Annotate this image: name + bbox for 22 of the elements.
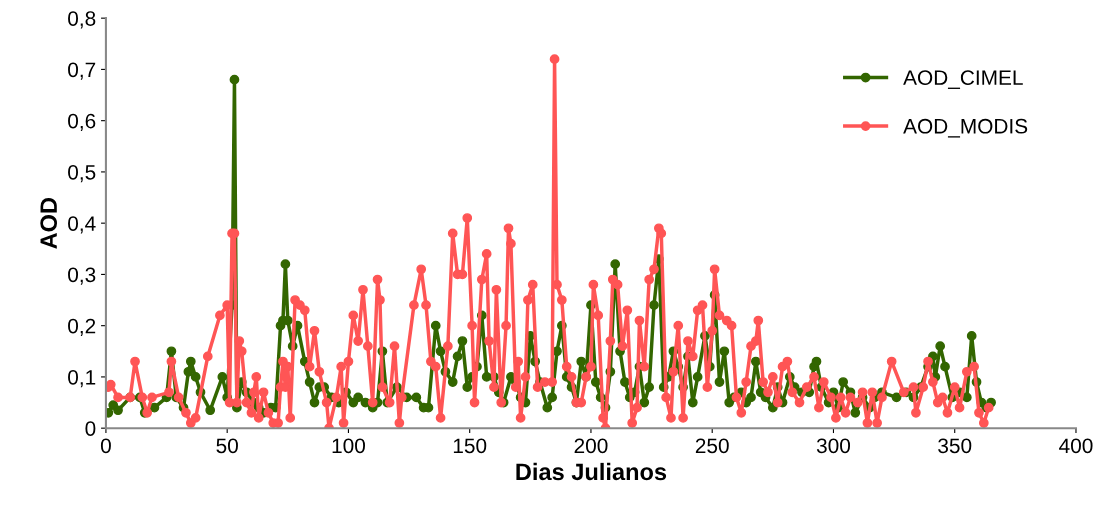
x-axis-title: Dias Julianos bbox=[516, 462, 667, 481]
y-tick-label: 0,1 bbox=[68, 369, 96, 388]
legend-label: AOD_MODIS bbox=[903, 118, 1028, 138]
x-tick-label: 100 bbox=[332, 438, 365, 454]
y-tick-label: 0,4 bbox=[68, 216, 96, 234]
y-tick-label: 0,6 bbox=[68, 113, 96, 131]
x-tick-label: 350 bbox=[938, 438, 972, 454]
y-tick-label: 0 bbox=[85, 421, 96, 436]
x-tick-label: 0 bbox=[100, 438, 111, 454]
y-tick-label: 0,3 bbox=[68, 267, 96, 285]
y-axis-title: AOD bbox=[40, 197, 58, 249]
legend-label: AOD_CIMEL bbox=[903, 70, 1023, 89]
x-tick-label: 250 bbox=[695, 438, 729, 454]
x-tick-label: 300 bbox=[816, 438, 851, 454]
y-tick-label: 0,8 bbox=[68, 11, 96, 29]
x-tick-label: 150 bbox=[453, 438, 487, 454]
x-tick-label: 200 bbox=[574, 438, 608, 454]
y-tick-label: 0,5 bbox=[68, 164, 96, 183]
x-tick-label: 400 bbox=[1059, 438, 1093, 454]
y-tick-label: 0,7 bbox=[68, 62, 96, 80]
y-tick-label: 0,2 bbox=[68, 318, 96, 336]
x-tick-label: 50 bbox=[216, 438, 238, 454]
